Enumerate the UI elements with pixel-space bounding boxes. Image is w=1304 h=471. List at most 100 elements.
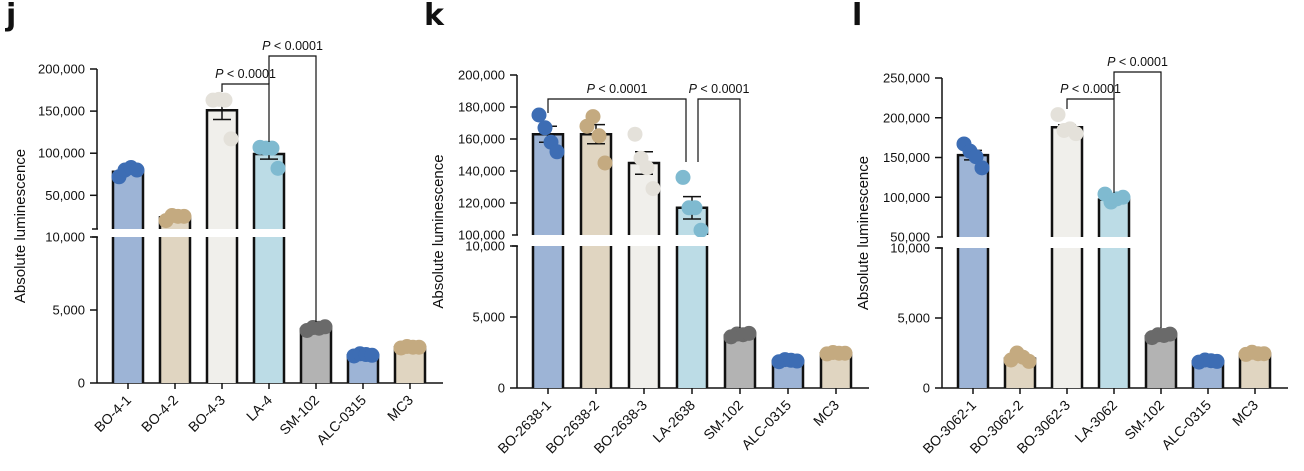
bar-group xyxy=(299,319,333,383)
bar xyxy=(533,246,563,388)
y-tick-label: 150,000 xyxy=(883,150,930,165)
p-value-text: < 0.0001 xyxy=(270,39,323,53)
y-tick-label: 50,000 xyxy=(890,230,930,245)
bar xyxy=(1099,248,1129,388)
data-point xyxy=(176,208,192,224)
x-tick-label: LA-2638 xyxy=(649,397,698,446)
y-tick-label: 5,000 xyxy=(897,311,930,326)
p-value-label: P < 0.0001 xyxy=(262,39,323,53)
y-tick-label: 150,000 xyxy=(38,104,85,119)
bracket-line xyxy=(1113,71,1162,328)
y-tick-label: 10,000 xyxy=(45,230,85,245)
bar xyxy=(113,237,143,383)
bar xyxy=(1052,248,1082,388)
y-tick-label: 120,000 xyxy=(458,196,505,211)
data-point xyxy=(411,339,427,355)
data-point xyxy=(1021,353,1037,369)
p-value-text: < 0.0001 xyxy=(595,82,648,96)
y-tick-label: 100,000 xyxy=(458,228,505,243)
p-value-label: P < 0.0001 xyxy=(215,67,276,81)
data-point xyxy=(223,131,239,147)
data-point xyxy=(645,181,661,197)
bar-group xyxy=(158,208,192,383)
data-point xyxy=(585,109,601,125)
data-point xyxy=(1050,107,1066,123)
x-tick-label: MC3 xyxy=(1229,397,1261,429)
data-point xyxy=(1256,346,1272,362)
bar-group xyxy=(1191,352,1225,388)
p-symbol: P xyxy=(1060,82,1069,96)
data-point xyxy=(974,160,990,176)
panel-letter-l: l xyxy=(852,0,863,33)
bar xyxy=(677,246,707,388)
bar xyxy=(207,237,237,383)
y-axis-label: Absolute luminescence xyxy=(855,156,872,310)
bar-group xyxy=(956,136,990,388)
y-tick-label: 10,000 xyxy=(465,239,505,254)
data-point xyxy=(591,128,607,144)
data-point xyxy=(639,160,655,176)
data-point xyxy=(270,160,286,176)
bar xyxy=(958,248,988,388)
bar xyxy=(581,134,611,235)
y-tick-label: 180,000 xyxy=(458,100,505,115)
bar-group xyxy=(723,325,757,388)
y-tick-label: 200,000 xyxy=(38,62,85,77)
data-point xyxy=(1209,353,1225,369)
x-tick-label: SM-102 xyxy=(276,392,322,438)
panel-letter-k: k xyxy=(424,0,444,33)
axis-break-gap xyxy=(103,231,443,235)
panel-l: l 0 5,000 10,000 50,000 100,000 150,000 200,00… xyxy=(840,0,1304,471)
significance-bracket: P < 0.0001 xyxy=(547,82,687,162)
plot-area: 0 5,000 10,000 50,000 100,000 150,000 200,000 A… xyxy=(12,39,443,448)
y-axis-label: Absolute luminescence xyxy=(430,154,447,308)
bar xyxy=(254,237,284,383)
p-value-label: P < 0.0001 xyxy=(587,82,648,96)
data-point xyxy=(364,347,380,363)
x-tick-label: MC3 xyxy=(384,392,416,424)
bar-group xyxy=(819,345,853,388)
axis-break-gap xyxy=(523,237,869,244)
bar-group xyxy=(1097,186,1131,388)
bar-group xyxy=(771,352,805,388)
p-value-text: < 0.0001 xyxy=(1068,82,1121,96)
y-tick-label: 50,000 xyxy=(45,188,85,203)
data-point xyxy=(597,155,613,171)
bar xyxy=(207,110,237,229)
panel-j: j 0 5,000 10,000 50,000 100,000 150,000 200,00… xyxy=(0,0,443,471)
data-point xyxy=(1115,189,1131,205)
bar-group xyxy=(579,109,613,388)
p-value-text: < 0.0001 xyxy=(1115,55,1168,69)
p-symbol: P xyxy=(1107,55,1116,69)
y-tick-label: 5,000 xyxy=(52,303,85,318)
x-tick-label: SM-102 xyxy=(700,397,746,443)
data-point xyxy=(1162,326,1178,342)
bracket-line xyxy=(547,98,687,162)
p-value-text: < 0.0001 xyxy=(223,67,276,81)
data-point xyxy=(549,144,565,160)
bracket-line xyxy=(1066,98,1115,193)
y-tick-label: 140,000 xyxy=(458,164,505,179)
data-point xyxy=(317,319,333,335)
x-tick-label: LA-4 xyxy=(243,392,275,424)
p-symbol: P xyxy=(689,82,698,96)
y-tick-label: 0 xyxy=(498,381,505,396)
bar xyxy=(160,237,190,383)
bar-group xyxy=(675,169,709,388)
data-point xyxy=(1068,126,1084,142)
y-tick-label: 0 xyxy=(78,376,85,391)
panel-letter-j: j xyxy=(6,0,17,33)
bar xyxy=(581,246,611,388)
y-axis-label: Absolute luminescence xyxy=(12,149,29,303)
data-point xyxy=(129,162,145,178)
x-tick-label: LA-3062 xyxy=(1071,397,1120,446)
p-value-label: P < 0.0001 xyxy=(689,82,750,96)
x-tick-label: BO-4-1 xyxy=(91,392,134,435)
bar-group xyxy=(346,346,380,383)
p-value-label: P < 0.0001 xyxy=(1060,82,1121,96)
y-tick-label: 0 xyxy=(923,381,930,396)
